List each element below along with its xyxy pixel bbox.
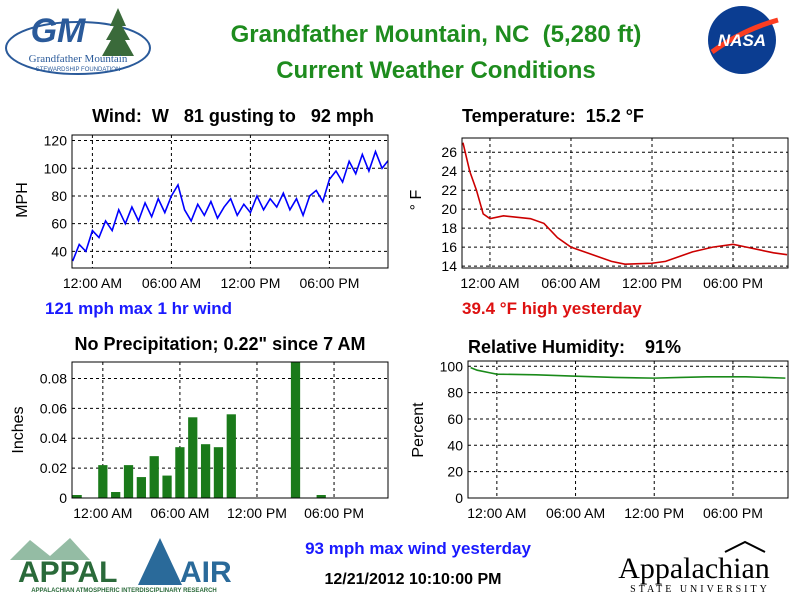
chart: No Precipitation; 0.22" since 7 AM Inches… bbox=[10, 334, 389, 521]
y-tick-label: 0.02 bbox=[40, 460, 67, 476]
bar bbox=[226, 414, 236, 498]
y-tick-label: 20 bbox=[441, 201, 457, 217]
appalair-mountain bbox=[10, 538, 90, 560]
nasa-swoosh bbox=[710, 17, 779, 55]
y-tick-label: 60 bbox=[51, 216, 67, 232]
x-tick-label: 06:00 PM bbox=[304, 505, 364, 521]
logo-initials: GM bbox=[31, 12, 86, 50]
x-tick-label: 12:00 PM bbox=[624, 505, 684, 521]
y-axis-label: Inches bbox=[10, 406, 27, 453]
y-tick-label: 22 bbox=[441, 182, 457, 198]
bar bbox=[111, 492, 121, 498]
plot-frame bbox=[467, 360, 789, 499]
appstate-name: Appalachian bbox=[618, 552, 770, 585]
y-tick-label: 40 bbox=[51, 243, 67, 259]
y-tick-label: 0.08 bbox=[40, 370, 67, 386]
bar bbox=[98, 465, 108, 498]
chart-title: Relative Humidity: 91% bbox=[468, 337, 681, 357]
x-tick-label: 06:00 PM bbox=[299, 275, 359, 291]
x-tick-label: 12:00 AM bbox=[460, 275, 519, 291]
appstate-peak bbox=[724, 540, 766, 553]
y-tick-label: 60 bbox=[447, 411, 463, 427]
chart-subtitle: 121 mph max 1 hr wind bbox=[45, 299, 232, 318]
y-tick-label: 18 bbox=[441, 220, 457, 236]
y-axis-label: ° F bbox=[408, 189, 425, 210]
bar bbox=[123, 465, 134, 498]
y-tick-label: 14 bbox=[441, 258, 457, 274]
footer-timestamp: 12/21/2012 10:10:00 PM bbox=[324, 571, 501, 588]
bar bbox=[290, 362, 301, 498]
data-line bbox=[470, 366, 786, 379]
chart: Wind: W 81 gusting to 92 mph 121 mph max … bbox=[14, 106, 389, 318]
x-tick-label: 06:00 AM bbox=[142, 275, 201, 291]
y-tick-label: 24 bbox=[441, 163, 457, 179]
appalair-tagline: APPALACHIAN ATMOSPHERIC INTERDISCIPLINAR… bbox=[31, 588, 217, 594]
bar bbox=[200, 444, 211, 498]
bar bbox=[175, 447, 185, 498]
y-tick-label: 100 bbox=[44, 160, 68, 176]
y-tick-label: 0.06 bbox=[40, 400, 67, 416]
grandfather-logo: GM Grandfather Mountain STEWARDSHIP FOUN… bbox=[5, 8, 151, 75]
y-tick-label: 0.04 bbox=[40, 430, 67, 446]
bar bbox=[188, 417, 198, 498]
footer-note: 93 mph max wind yesterday bbox=[305, 539, 531, 558]
x-tick-label: 12:00 PM bbox=[622, 275, 682, 291]
x-tick-label: 06:00 AM bbox=[546, 505, 605, 521]
chart-title: Wind: W 81 gusting to 92 mph bbox=[92, 106, 374, 126]
x-tick-label: 12:00 AM bbox=[467, 505, 526, 521]
chart: Temperature: 15.2 °F 39.4 °F high yesterd… bbox=[408, 106, 789, 318]
y-tick-label: 80 bbox=[51, 188, 67, 204]
data-line bbox=[462, 142, 788, 266]
logo-tree bbox=[102, 8, 134, 56]
y-tick-label: 20 bbox=[447, 464, 463, 480]
x-tick-label: 06:00 AM bbox=[541, 275, 600, 291]
nasa-text: NASA bbox=[718, 31, 766, 50]
bar bbox=[149, 456, 159, 498]
chart-title: Temperature: 15.2 °F bbox=[462, 106, 644, 126]
appalair-name2: AIR bbox=[180, 556, 232, 589]
appstate-logo: Appalachian STATE UNIVERSITY bbox=[618, 540, 770, 595]
bar bbox=[213, 447, 224, 498]
nasa-logo: NASA bbox=[708, 6, 779, 74]
x-tick-label: 12:00 AM bbox=[63, 275, 122, 291]
bar bbox=[136, 477, 146, 498]
y-tick-label: 0 bbox=[455, 490, 463, 506]
logo-tagline: STEWARDSHIP FOUNDATION bbox=[36, 67, 121, 73]
bar bbox=[72, 495, 82, 498]
y-axis-label: MPH bbox=[14, 182, 31, 218]
y-tick-label: 80 bbox=[447, 385, 463, 401]
x-tick-label: 12:00 PM bbox=[220, 275, 280, 291]
appstate-tagline: STATE UNIVERSITY bbox=[630, 584, 770, 595]
y-tick-label: 0 bbox=[59, 490, 67, 506]
logo-name: Grandfather Mountain bbox=[29, 53, 128, 65]
data-line bbox=[72, 149, 388, 262]
nasa-circle bbox=[708, 6, 776, 74]
chart-subtitle: 39.4 °F high yesterday bbox=[462, 299, 642, 318]
chart-title: No Precipitation; 0.22" since 7 AM bbox=[75, 334, 366, 354]
page-subtitle: Current Weather Conditions bbox=[276, 57, 596, 84]
bar bbox=[162, 475, 172, 498]
x-tick-label: 06:00 AM bbox=[150, 505, 209, 521]
page-title: Grandfather Mountain, NC (5,280 ft) bbox=[231, 21, 642, 48]
appalair-a bbox=[138, 538, 182, 585]
x-tick-label: 06:00 PM bbox=[703, 505, 763, 521]
x-tick-label: 12:00 AM bbox=[73, 505, 132, 521]
bar bbox=[316, 495, 326, 498]
appalair-name1: APPAL bbox=[18, 556, 117, 589]
x-tick-label: 12:00 PM bbox=[227, 505, 287, 521]
x-tick-label: 06:00 PM bbox=[703, 275, 763, 291]
y-axis-label: Percent bbox=[410, 402, 427, 458]
plot-frame bbox=[461, 137, 789, 269]
plot-frame bbox=[71, 361, 389, 499]
y-tick-label: 40 bbox=[447, 437, 463, 453]
plot-frame bbox=[71, 134, 389, 269]
y-tick-label: 26 bbox=[441, 144, 457, 160]
chart: Relative Humidity: 91% Percent 0 20 40 60 80 10… bbox=[410, 337, 789, 521]
appalair-logo: APPAL AIR APPALACHIAN ATMOSPHERIC INTERD… bbox=[10, 538, 232, 594]
y-tick-label: 100 bbox=[440, 358, 464, 374]
y-tick-label: 16 bbox=[441, 239, 457, 255]
y-tick-label: 120 bbox=[44, 133, 68, 149]
